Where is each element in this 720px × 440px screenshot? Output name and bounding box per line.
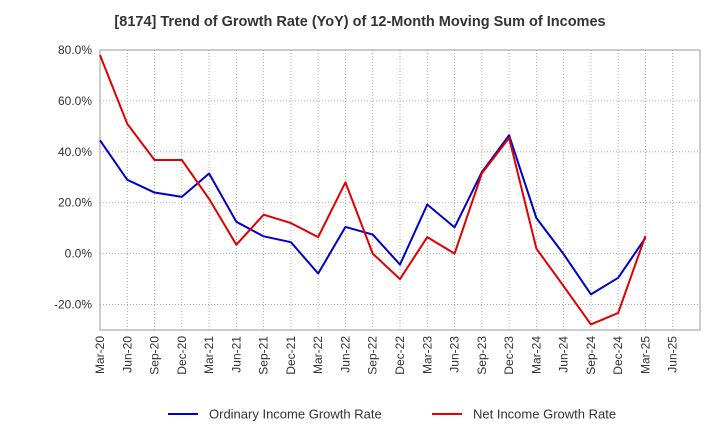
x-tick-label: Dec-20 [175,336,189,375]
y-tick-label: 80.0% [58,43,92,57]
x-tick-label: Dec-24 [611,336,625,375]
data-point [343,224,348,229]
data-point [98,138,103,143]
data-point [452,251,457,256]
data-point [316,235,321,240]
x-tick-label: Mar-25 [638,336,652,374]
data-point [207,171,212,176]
grid [100,50,700,330]
data-point [370,251,375,256]
data-point [261,234,266,239]
data-point [288,240,293,245]
data-point [234,242,239,247]
data-point [288,221,293,226]
x-tick-label: Jun-23 [448,336,462,373]
series [98,53,648,327]
data-point [343,180,348,185]
data-point [234,219,239,224]
y-tick-label: 20.0% [58,196,92,210]
axes: -20.0% 0.0% 20.0% 40.0% 60.0% 80.0% Mar-20 Jun-… [54,43,680,375]
data-point [452,225,457,230]
x-tick-label: Dec-22 [393,336,407,375]
series-line-net-income [99,54,647,326]
x-tick-label: Mar-21 [202,336,216,374]
legend-label: Ordinary Income Growth Rate [209,407,382,422]
data-point [425,235,430,240]
data-point [643,233,648,238]
data-point [479,171,484,176]
x-tick-label: Jun-24 [557,336,571,373]
y-tick-label: 60.0% [58,94,92,108]
x-tick-label: Sep-24 [584,336,598,375]
y-tick-label: 40.0% [58,145,92,159]
data-point [316,271,321,276]
data-point [125,121,130,126]
data-point [561,252,566,257]
x-tick-label: Jun-22 [338,336,352,373]
plot-frame [99,49,701,331]
y-tick-label: -20.0% [54,298,92,312]
legend-label: Net Income Growth Rate [473,407,616,422]
data-point [534,246,539,251]
x-tick-label: Mar-23 [420,336,434,374]
data-point [534,216,539,221]
data-point [152,157,157,162]
data-point [561,284,566,289]
data-point [152,190,157,195]
x-tick-label: Dec-21 [284,336,298,375]
x-tick-label: Mar-24 [529,336,543,374]
x-tick-label: Sep-23 [475,336,489,375]
data-point [616,310,621,315]
x-tick-label: Sep-21 [257,336,271,375]
data-point [207,196,212,201]
x-tick-label: Dec-23 [502,336,516,375]
legend: Ordinary Income Growth Rate Net Income Gr… [168,407,616,422]
data-point [616,275,621,280]
data-point [261,212,266,217]
data-point [507,135,512,140]
data-point [425,202,430,207]
x-tick-label: Jun-21 [229,336,243,373]
data-point [398,262,403,267]
data-point [588,292,593,297]
data-point [98,53,103,58]
x-tick-label: Jun-25 [666,336,680,373]
x-tick-label: Mar-22 [311,336,325,374]
data-point [588,322,593,327]
x-tick-label: Mar-20 [93,336,107,374]
x-tick-label: Sep-20 [148,336,162,375]
x-tick-label: Sep-22 [366,336,380,375]
data-point [179,157,184,162]
data-point [370,232,375,237]
chart-title: [8174] Trend of Growth Rate (YoY) of 12-… [114,14,606,30]
data-point [179,194,184,199]
data-point [398,277,403,282]
y-tick-label: 0.0% [65,247,93,261]
series-line-ordinary-income [99,134,647,296]
x-tick-label: Jun-20 [120,336,134,373]
data-point [125,177,130,182]
